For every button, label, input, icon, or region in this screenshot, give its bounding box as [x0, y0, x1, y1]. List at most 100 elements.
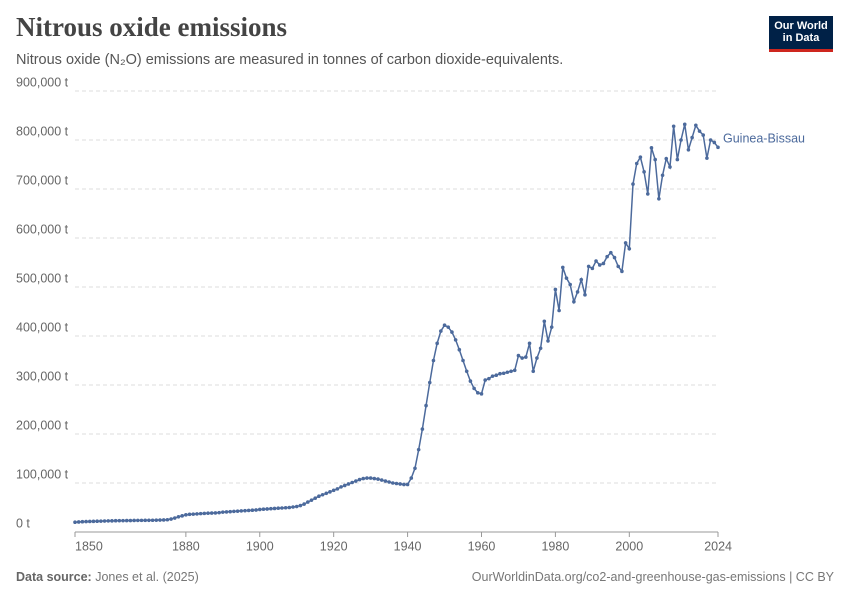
- data-point: [538, 346, 543, 351]
- data-point: [509, 369, 513, 374]
- data-point: [535, 356, 539, 360]
- data-point: [468, 379, 473, 383]
- data-point: [113, 518, 118, 523]
- data-point: [420, 427, 425, 431]
- data-point: [694, 123, 698, 128]
- data-point: [405, 482, 410, 487]
- data-point: [409, 476, 414, 480]
- data-point: [461, 358, 465, 363]
- data-point: [512, 368, 517, 373]
- data-point: [150, 518, 155, 523]
- data-point: [450, 330, 454, 334]
- data-point: [254, 508, 258, 512]
- data-point: [586, 264, 591, 269]
- data-point: [575, 290, 580, 294]
- series-line: [74, 123, 719, 523]
- data-point: [76, 520, 81, 524]
- data-point: [280, 506, 284, 510]
- data-point: [195, 512, 199, 516]
- data-point: [313, 496, 318, 500]
- data-point: [546, 339, 550, 343]
- data-point: [84, 519, 88, 524]
- data-point: [612, 255, 617, 260]
- data-point: [623, 241, 628, 245]
- data-point: [572, 299, 576, 304]
- data-point: [143, 518, 148, 523]
- x-tick-label: 1980: [541, 539, 569, 553]
- data-point: [705, 156, 709, 160]
- data-point: [398, 482, 402, 486]
- data-point: [590, 266, 595, 271]
- logo[interactable]: Our World in Data: [769, 16, 833, 52]
- data-point: [306, 500, 310, 504]
- data-point: [272, 506, 277, 511]
- data-point: [679, 138, 683, 142]
- data-point: [317, 494, 321, 499]
- data-point: [209, 511, 214, 515]
- data-point: [682, 122, 687, 127]
- data-point: [631, 182, 635, 186]
- data-point: [671, 124, 676, 129]
- data-point: [524, 355, 528, 359]
- data-point: [708, 138, 713, 142]
- data-point: [110, 519, 114, 523]
- data-point: [660, 173, 665, 178]
- data-point: [172, 516, 177, 520]
- data-point: [276, 506, 281, 511]
- data-point: [324, 491, 329, 496]
- data-point: [560, 265, 565, 270]
- data-point: [354, 479, 358, 483]
- data-point: [564, 276, 569, 280]
- data-point: [132, 518, 136, 523]
- data-point: [527, 341, 532, 346]
- data-point: [690, 135, 694, 140]
- data-point: [609, 250, 613, 255]
- data-point: [124, 518, 129, 523]
- chart-title: Nitrous oxide emissions: [16, 12, 288, 42]
- x-tick-label: 1900: [246, 539, 274, 553]
- data-point: [627, 246, 632, 251]
- data-point: [505, 370, 510, 375]
- data-point: [716, 145, 720, 150]
- data-point: [475, 391, 480, 395]
- x-tick-label: 2000: [615, 539, 643, 553]
- data-point: [383, 479, 388, 483]
- data-point: [198, 511, 203, 516]
- data-point: [261, 507, 266, 512]
- data-point: [165, 517, 170, 522]
- data-point: [494, 373, 499, 378]
- data-point: [232, 509, 236, 514]
- data-point: [213, 511, 218, 515]
- data-point: [490, 374, 495, 378]
- data-point: [472, 386, 476, 391]
- data-point: [73, 520, 77, 524]
- data-point: [202, 511, 207, 516]
- data-point: [294, 504, 299, 509]
- data-point: [106, 519, 111, 523]
- data-point: [516, 353, 521, 358]
- data-point: [413, 466, 417, 471]
- data-point: [675, 157, 680, 162]
- data-point: [457, 347, 462, 352]
- data-point: [169, 517, 173, 521]
- data-point: [583, 293, 587, 297]
- data-point: [442, 323, 447, 328]
- footer-link[interactable]: OurWorldinData.org/co2-and-greenhouse-ga…: [471, 570, 834, 584]
- data-point: [265, 507, 269, 511]
- data-point: [287, 505, 292, 510]
- data-point: [224, 510, 229, 514]
- data-point: [291, 505, 295, 509]
- data-point: [228, 509, 233, 514]
- data-point: [361, 476, 366, 481]
- data-point: [243, 508, 247, 513]
- data-point: [102, 519, 107, 523]
- data-point: [427, 380, 432, 385]
- data-point: [139, 518, 144, 523]
- logo-line: Our World: [774, 20, 828, 32]
- data-point: [87, 519, 92, 524]
- data-point: [339, 485, 343, 489]
- data-point: [250, 508, 255, 512]
- data-point: [697, 129, 702, 133]
- data-point: [594, 259, 598, 263]
- data-point: [302, 502, 306, 506]
